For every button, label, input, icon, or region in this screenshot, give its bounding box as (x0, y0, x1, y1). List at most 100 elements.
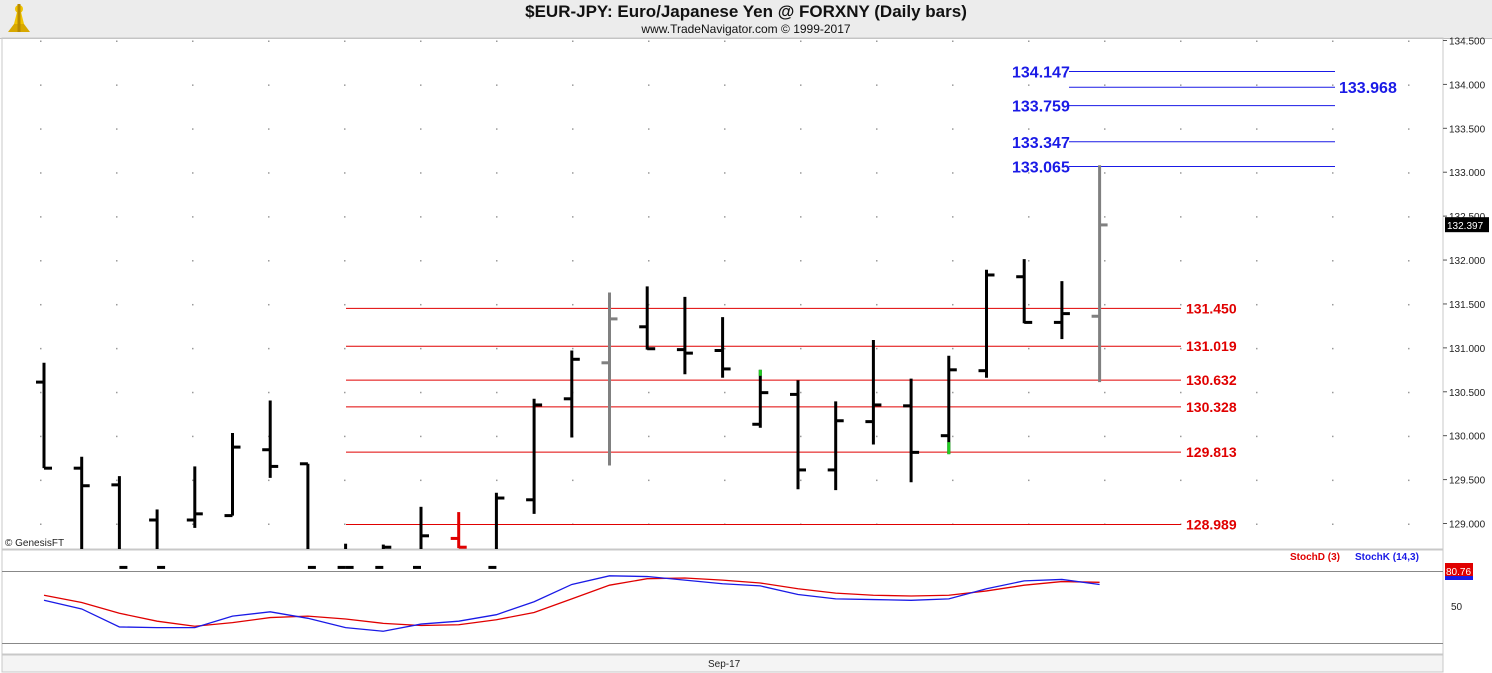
grid-dot (952, 84, 954, 86)
grid-dot (40, 523, 42, 525)
grid-dot (192, 523, 194, 525)
grid-dot (724, 84, 726, 86)
grid-dot (1332, 172, 1334, 174)
grid-dot (344, 435, 346, 438)
grid-dot (192, 303, 194, 306)
grid-dot (420, 84, 422, 86)
ohlc-bar (36, 362, 52, 470)
grid-dot (1408, 40, 1410, 42)
grid-dot (724, 347, 726, 350)
grid-dot (1332, 40, 1334, 42)
grid-dot (1104, 479, 1106, 482)
grid-dot (192, 435, 194, 438)
grid-dot (1332, 435, 1334, 438)
grid-dot (952, 172, 954, 174)
grid-dot (1028, 303, 1030, 306)
ohlc-bar (714, 317, 731, 378)
time-axis-label: Sep-17 (708, 659, 741, 670)
grid-dot (40, 40, 42, 42)
grid-dot (1180, 172, 1182, 174)
grid-dot (420, 479, 422, 482)
support-level-label: 130.632 (1186, 372, 1237, 388)
grid-dot (952, 216, 954, 218)
grid-dot (344, 128, 346, 130)
grid-dot (1028, 347, 1030, 350)
stochastic-axis-label: 50 (1451, 602, 1463, 613)
grid-dot (1180, 479, 1182, 482)
grid-dot (344, 216, 346, 218)
grid-dot (1180, 303, 1182, 306)
ohlc-bar (639, 286, 656, 351)
grid-dot (496, 260, 498, 262)
ohlc-bar (526, 398, 543, 514)
grid-dot (268, 347, 270, 350)
grid-dot (876, 260, 878, 262)
ohlc-bar (563, 350, 580, 438)
grid-dot (1256, 391, 1258, 394)
grid-dot (268, 172, 270, 174)
grid-dot (1104, 216, 1106, 218)
grid-dot (40, 84, 42, 86)
grid-dot (420, 391, 422, 394)
grid-dot (192, 391, 194, 394)
ohlc-bar (186, 466, 203, 528)
support-level-label: 130.328 (1186, 399, 1237, 415)
grid-dot (40, 303, 42, 306)
grid-dot (268, 260, 270, 262)
grid-dot (952, 347, 954, 350)
grid-dot (1180, 347, 1182, 350)
grid-dot (1332, 260, 1334, 262)
grid-dot (876, 347, 878, 350)
resistance-level-label: 134.147 (1012, 64, 1070, 81)
grid-dot (724, 435, 726, 438)
grid-dot (116, 84, 118, 86)
grid-dot (572, 40, 574, 42)
chart-subtitle: www.TradeNavigator.com © 1999-2017 (641, 22, 851, 36)
price-axis-label: 129.000 (1449, 520, 1486, 531)
ohlc-bar (375, 544, 392, 569)
grid-dot (1408, 391, 1410, 394)
grid-dot (192, 128, 194, 130)
grid-dot (420, 260, 422, 262)
grid-dot (1408, 128, 1410, 130)
support-level-label: 131.019 (1186, 338, 1237, 354)
grid-dot (1028, 435, 1030, 438)
grid-dot (1256, 216, 1258, 218)
level-lines (346, 70, 1335, 525)
grid-dot (1180, 84, 1182, 86)
grid-dot (952, 435, 954, 438)
grid-dot (496, 391, 498, 394)
grid-dot (496, 435, 498, 438)
grid-dot (648, 84, 650, 86)
support-level-label: 131.450 (1186, 300, 1237, 316)
grid-dot (724, 128, 726, 130)
grid-dot (1028, 40, 1030, 42)
grid-dot (876, 84, 878, 86)
grid-dot (648, 303, 650, 306)
grid-dot (1332, 479, 1334, 482)
grid-dot (344, 391, 346, 394)
grid-dot (1332, 523, 1334, 525)
ohlc-bar (676, 296, 693, 375)
grid-dot (116, 523, 118, 525)
price-axis-label: 131.000 (1449, 344, 1486, 355)
grid-dot (800, 391, 802, 394)
price-panel-frame (1, 37, 1444, 550)
grid-dot (40, 128, 42, 130)
grid-dot (1104, 303, 1106, 306)
stochastic-panel: StochD (3) StochK (14,3) 50 80.76 Sep-17 (2, 552, 1473, 670)
grid-dot (952, 479, 954, 482)
level-labels: 131.450 131.019 130.632 130.328 129.813 128.9… (5, 64, 1397, 549)
grid-dot (1180, 40, 1182, 42)
ohlc-bar (752, 369, 769, 428)
grid-dot (648, 172, 650, 174)
stoch-d-line (43, 577, 1100, 627)
copyright-label: © GenesisFT (5, 538, 64, 549)
grid-dot (192, 84, 194, 86)
grid-dot (1028, 128, 1030, 130)
grid-dot (952, 260, 954, 262)
ohlc-bar (224, 433, 241, 518)
grid-dot (952, 391, 954, 394)
ohlc-bar (903, 378, 920, 483)
last-price-label: 132.397 (1447, 221, 1484, 232)
